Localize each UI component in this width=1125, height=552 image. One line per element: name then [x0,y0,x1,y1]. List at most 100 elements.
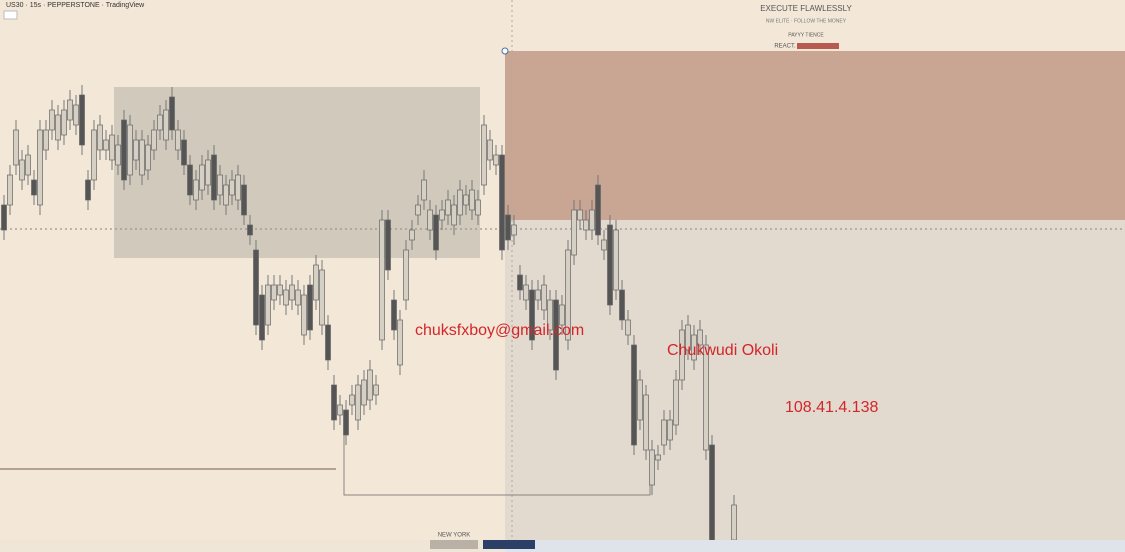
candle-body [331,384,337,421]
candle-body [583,219,589,231]
candle-body [541,284,547,311]
overlay-name: Chukwudi Okoli [667,342,778,359]
candle-body [403,249,409,301]
candle-body [277,284,283,296]
supply-zone [505,51,1125,220]
candle-body [679,329,685,381]
candle-body [439,209,445,221]
candle-body [475,199,481,216]
candle-body [229,179,235,196]
candle-body [187,164,193,196]
range-box [114,87,480,258]
candle-body [481,124,487,186]
candle-body [385,219,391,271]
candle-body [37,129,43,206]
candle-body [535,289,541,301]
candle-body [631,344,637,446]
candle-body [703,344,709,451]
candle-body [499,154,505,251]
candle-body [121,119,127,181]
candle-body [295,289,301,306]
candle-body [379,219,385,341]
candle-body [445,199,451,216]
candle-body [25,154,31,176]
candle-body [613,229,619,291]
candle-body [247,224,253,236]
time-label-box [430,540,478,549]
candle-body [487,139,493,161]
candle-body [133,139,139,161]
symbol-header: US30 · 15s · PEPPERSTONE · TradingView [6,2,145,9]
candle-body [565,249,571,341]
time-label-box [483,540,535,549]
candle-body [349,394,355,406]
candle-body [313,264,319,301]
candle-body [673,379,679,426]
candle-body [289,284,295,301]
candle-body [43,129,49,151]
candle-body [619,289,625,321]
target-zone [505,220,1125,540]
candle-body [115,144,121,166]
candle-body [223,184,229,206]
candle-body [307,284,313,331]
candle-body [193,179,199,201]
candle-body [643,394,649,451]
candle-body [85,179,91,201]
candle-body [451,204,457,226]
candle-body [731,504,737,541]
candles [1,85,737,550]
candle-body [697,329,703,346]
watermark-title: EXECUTE FLAWLESSLY [760,4,852,13]
candle-body [109,134,115,161]
candle-body [529,289,535,341]
candle-body [457,189,463,216]
candle-body [661,419,667,446]
candle-body [151,129,157,151]
candle-body [469,189,475,211]
react-badge [797,43,839,49]
candle-body [1,204,7,231]
candle-body [241,184,247,216]
candle-body [553,299,559,371]
candle-body [361,379,367,406]
candle-body [421,179,427,201]
candle-body [415,204,421,216]
handle[interactable] [501,47,509,55]
candle-body [163,109,169,141]
candle-body [127,124,133,176]
candle-body [253,249,259,326]
candle-body [259,294,265,341]
candle-body [97,124,103,151]
candle-body [607,224,613,306]
candle-body [409,229,415,241]
candle-body [205,159,211,186]
candle-body [373,384,379,396]
candle-body [61,109,67,136]
candle-body [577,209,583,221]
candle-body [433,214,439,251]
candle-body [571,209,577,256]
candle-body [271,284,277,301]
candle-body [427,209,433,231]
candle-body [595,184,601,236]
candle-body [637,379,643,421]
candle-body [523,284,529,301]
candle-body [79,94,85,146]
candle-body [601,239,607,251]
candle-body [301,294,307,336]
candle-body [691,334,697,361]
overlay-ip: 108.41.4.138 [785,399,879,416]
candle-body [325,324,331,361]
time-axis-range [505,540,1125,552]
candle-body [175,129,181,151]
candle-body [157,114,163,131]
candle-body [7,174,13,206]
candle-body [103,139,109,151]
candle-body [199,164,205,191]
watermark-line: REACT. [774,44,796,50]
candle-body [19,159,25,181]
collapse-button[interactable] [3,10,18,20]
candle-body [559,304,565,326]
